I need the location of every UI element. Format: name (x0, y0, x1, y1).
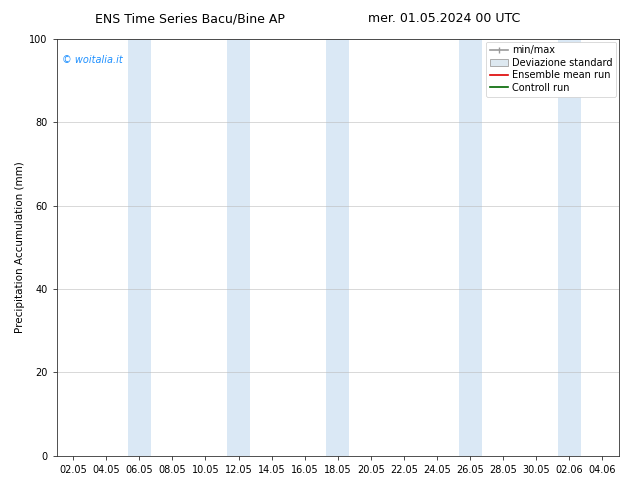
Y-axis label: Precipitation Accumulation (mm): Precipitation Accumulation (mm) (15, 161, 25, 333)
Bar (327, 39, 349, 456)
Bar (558, 39, 581, 456)
Text: © woitalia.it: © woitalia.it (62, 55, 123, 65)
Legend: min/max, Deviazione standard, Ensemble mean run, Controll run: min/max, Deviazione standard, Ensemble m… (486, 42, 616, 97)
Bar (458, 39, 482, 456)
Text: ENS Time Series Bacu/Bine AP: ENS Time Series Bacu/Bine AP (95, 12, 285, 25)
Bar (127, 39, 151, 456)
Bar (227, 39, 250, 456)
Text: mer. 01.05.2024 00 UTC: mer. 01.05.2024 00 UTC (368, 12, 520, 25)
